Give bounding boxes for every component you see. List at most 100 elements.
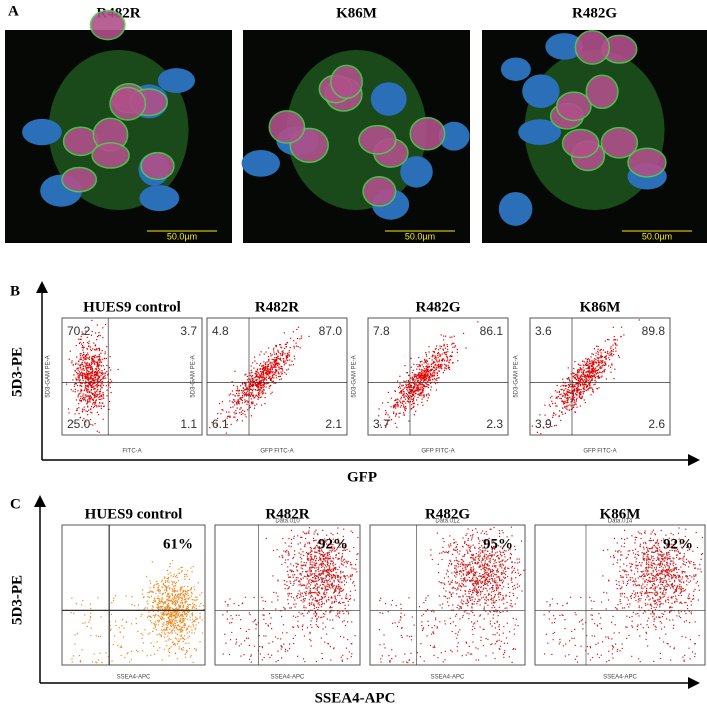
dot: [268, 625, 269, 626]
dot: [94, 423, 95, 424]
dot: [426, 374, 427, 375]
dot: [158, 596, 159, 597]
dot: [310, 549, 311, 550]
dot: [247, 409, 248, 410]
dot: [94, 403, 95, 404]
dot: [613, 339, 614, 340]
dot: [264, 353, 265, 354]
dot: [177, 611, 178, 612]
dot: [302, 601, 303, 602]
dot: [182, 606, 183, 607]
dot: [278, 660, 279, 661]
dot: [153, 602, 154, 603]
dot: [417, 366, 418, 367]
dot: [280, 371, 281, 372]
dot: [425, 352, 426, 353]
dot: [321, 596, 322, 597]
dot: [261, 380, 262, 381]
dot: [567, 400, 568, 401]
dot: [236, 641, 237, 642]
dot: [320, 570, 321, 571]
dot: [237, 395, 238, 396]
dot: [584, 383, 585, 384]
dot: [345, 605, 346, 606]
dot: [299, 581, 300, 582]
dot: [185, 614, 186, 615]
dot: [317, 575, 318, 576]
dot: [157, 634, 158, 635]
dot: [413, 379, 414, 380]
dot: [329, 576, 330, 577]
dot: [184, 627, 185, 628]
dot: [101, 616, 102, 617]
dot: [413, 392, 414, 393]
dot: [95, 345, 96, 346]
dot: [238, 399, 239, 400]
dot: [346, 582, 347, 583]
dot: [442, 348, 443, 349]
dot: [155, 625, 156, 626]
dot: [420, 393, 421, 394]
dot: [124, 657, 125, 658]
dot: [293, 583, 294, 584]
dot: [430, 379, 431, 380]
dot: [288, 538, 289, 539]
dot: [320, 585, 321, 586]
dot: [292, 626, 293, 627]
dot: [87, 367, 88, 368]
dot: [286, 369, 287, 370]
dot: [89, 359, 90, 360]
dot: [272, 371, 273, 372]
dot: [568, 384, 569, 385]
dot: [103, 376, 104, 377]
dot: [402, 389, 403, 390]
dot: [246, 387, 247, 388]
dot: [304, 600, 305, 601]
dot: [97, 371, 98, 372]
dot: [510, 558, 511, 559]
dot: [420, 366, 421, 367]
dot: [282, 353, 283, 354]
dot: [285, 552, 286, 553]
dot: [343, 564, 344, 565]
dot: [424, 396, 425, 397]
dot: [246, 388, 247, 389]
dot: [97, 597, 98, 598]
dot: [231, 424, 232, 425]
dot: [91, 364, 92, 365]
dot: [98, 356, 99, 357]
dot: [449, 362, 450, 363]
dot: [610, 348, 611, 349]
dot: [580, 368, 581, 369]
dot: [609, 355, 610, 356]
dot: [82, 345, 83, 346]
dot: [411, 386, 412, 387]
dot: [86, 359, 87, 360]
dot: [256, 374, 257, 375]
dot: [297, 656, 298, 657]
dot: [162, 626, 163, 627]
dot: [397, 402, 398, 403]
dot: [167, 581, 168, 582]
dot: [582, 376, 583, 377]
dot: [175, 605, 176, 606]
dot: [303, 599, 304, 600]
dot: [581, 397, 582, 398]
dot: [69, 359, 70, 360]
dot: [348, 576, 349, 577]
axis-label: SSEA4-APC: [315, 690, 396, 706]
dot: [571, 373, 572, 374]
dot: [391, 398, 392, 399]
dot: [348, 601, 349, 602]
dot: [92, 394, 93, 395]
dot: [239, 412, 240, 413]
dot: [428, 371, 429, 372]
dot: [403, 385, 404, 386]
dot: [589, 385, 590, 386]
dot: [181, 589, 182, 590]
dot: [168, 623, 169, 624]
dot: [256, 384, 257, 385]
dot: [177, 601, 178, 602]
dot: [287, 650, 288, 651]
dot: [439, 353, 440, 354]
